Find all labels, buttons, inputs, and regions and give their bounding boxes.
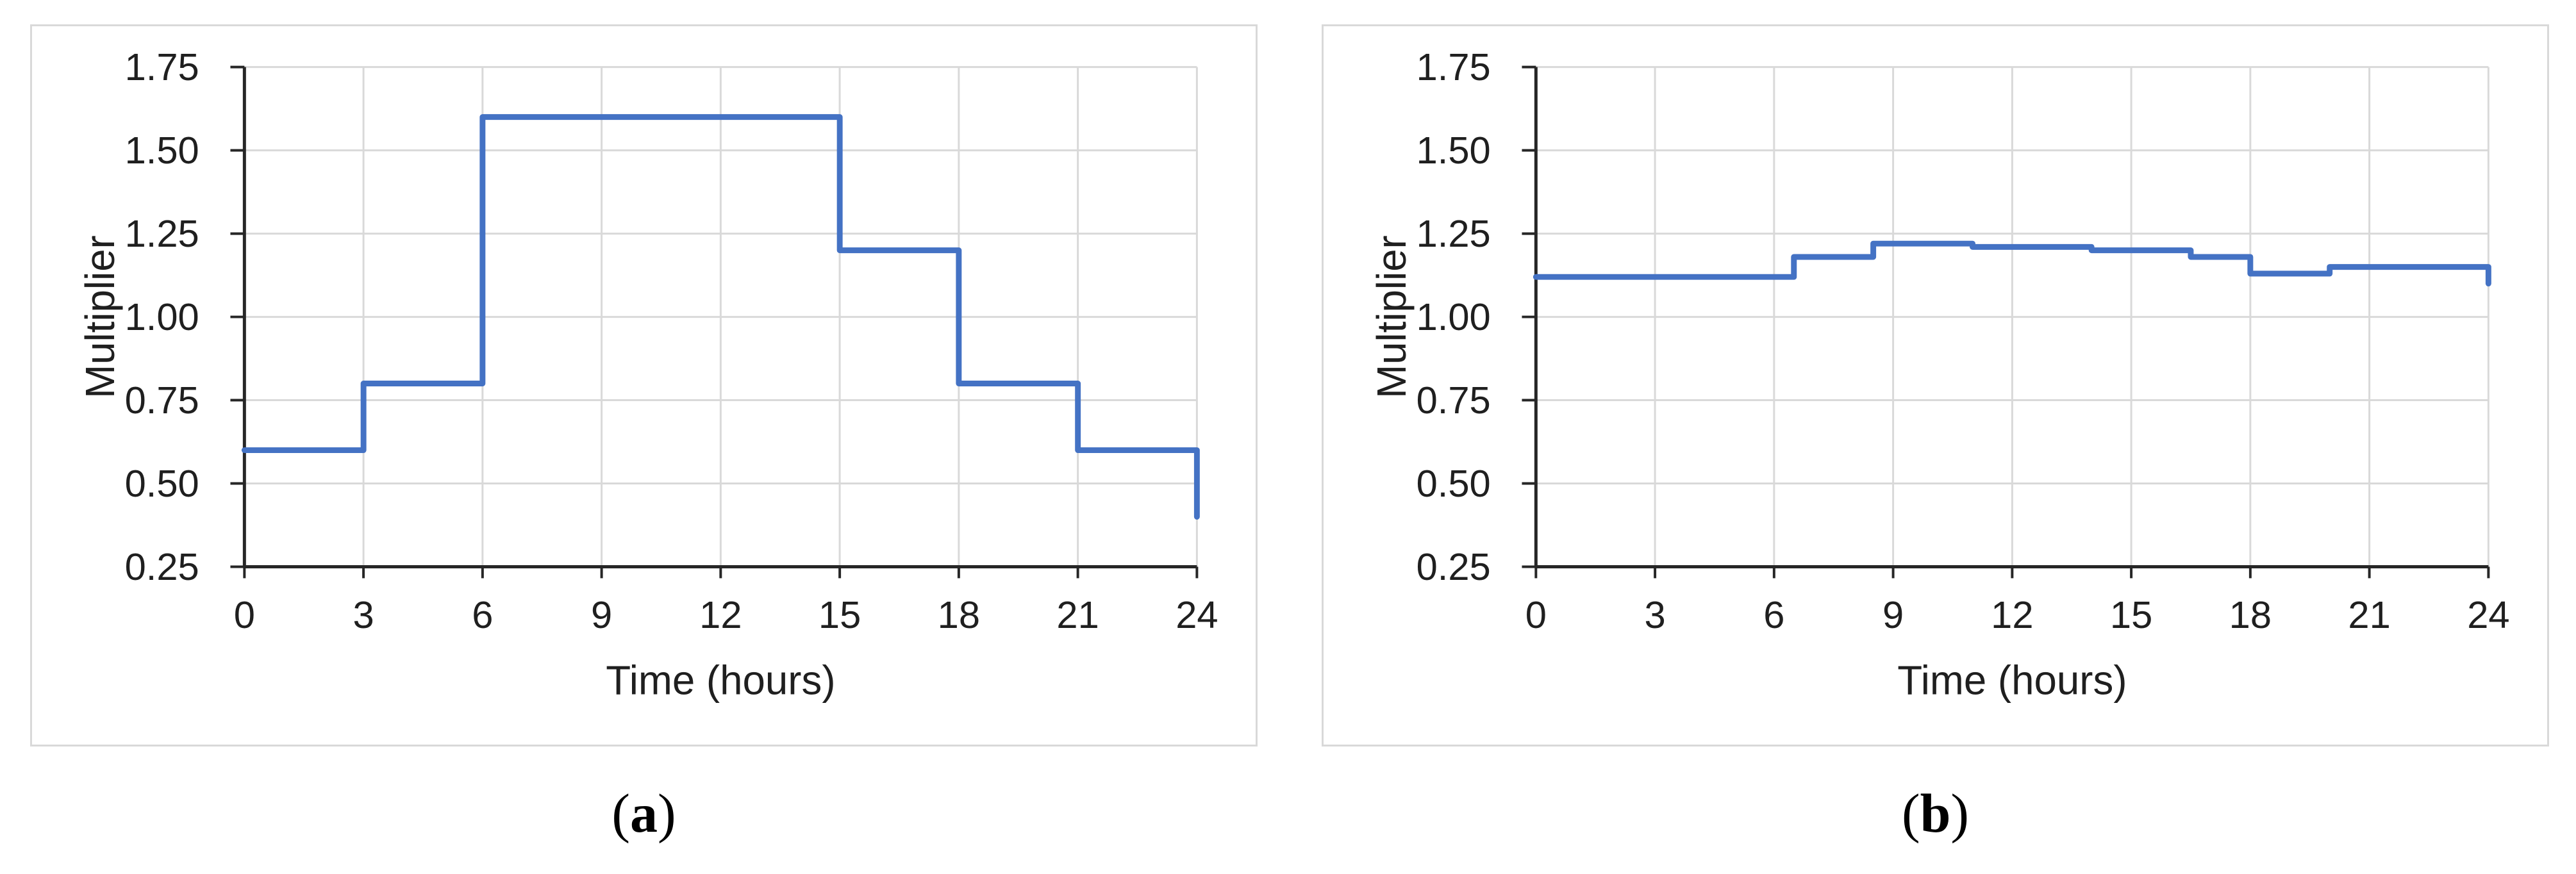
y-tick-label: 1.75 <box>125 45 199 88</box>
chart-b-svg: 0.25 0.50 0.75 1.00 1.25 1.50 1.75 0 3 6 9 12 15 18 21… <box>1369 45 2510 703</box>
x-tick-label: 6 <box>1763 593 1784 636</box>
x-tick-label: 18 <box>2229 593 2272 636</box>
x-tick-label: 9 <box>591 593 612 636</box>
x-tick-label: 0 <box>1525 593 1547 636</box>
y-tick-label: 1.25 <box>125 212 199 255</box>
caption-letter: a <box>630 782 658 844</box>
caption-open-paren: ( <box>1901 782 1920 844</box>
y-tick-label: 0.25 <box>125 545 199 588</box>
y-tick-label: 1.50 <box>1417 129 1491 172</box>
x-tick-label: 15 <box>2110 593 2152 636</box>
x-tick-label: 3 <box>1644 593 1665 636</box>
x-tick-label: 21 <box>1056 593 1099 636</box>
series-line <box>1533 240 2491 287</box>
x-tick-label: 24 <box>2467 593 2509 636</box>
x-tick-label: 9 <box>1882 593 1904 636</box>
caption-close-paren: ) <box>658 782 676 844</box>
x-tick-label: 12 <box>699 593 742 636</box>
y-tick-label: 0.50 <box>1417 462 1491 505</box>
x-tick-label: 15 <box>819 593 861 636</box>
y-tick-label: 0.75 <box>1417 379 1491 422</box>
y-tick-label: 1.25 <box>1417 212 1491 255</box>
x-tick-label: 24 <box>1176 593 1218 636</box>
y-tick-label: 0.75 <box>125 379 199 422</box>
y-tick-label: 1.75 <box>1417 45 1491 88</box>
caption-a: (a) <box>30 783 1258 844</box>
x-tick-label: 0 <box>234 593 255 636</box>
panel-a: 0.25 0.50 0.75 1.00 1.25 1.50 1.75 0 3 6 9 12 15 18 21… <box>30 24 1258 746</box>
caption-letter: b <box>1920 782 1951 844</box>
x-tick-label: 18 <box>938 593 980 636</box>
y-axis-title: Multiplier <box>78 235 123 399</box>
chart-a-svg: 0.25 0.50 0.75 1.00 1.25 1.50 1.75 0 3 6 9 12 15 18 21… <box>78 45 1218 703</box>
y-tick-label: 0.25 <box>1417 545 1491 588</box>
y-tick-label: 1.00 <box>1417 295 1491 338</box>
x-tick-label: 3 <box>353 593 374 636</box>
y-tick-label: 1.50 <box>125 129 199 172</box>
x-axis-title: Time (hours) <box>606 657 835 703</box>
y-tick-label: 0.50 <box>125 462 199 505</box>
x-axis-title: Time (hours) <box>1897 657 2127 703</box>
y-tick-label: 1.00 <box>125 295 199 338</box>
y-axis-title: Multiplier <box>1369 235 1415 399</box>
panel-b: 0.25 0.50 0.75 1.00 1.25 1.50 1.75 0 3 6 9 12 15 18 21… <box>1322 24 2549 746</box>
x-tick-label: 6 <box>472 593 493 636</box>
caption-open-paren: ( <box>611 782 630 844</box>
caption-close-paren: ) <box>1950 782 1970 844</box>
caption-b: (b) <box>1322 783 2549 844</box>
series-line <box>241 114 1200 520</box>
x-tick-label: 12 <box>1991 593 2033 636</box>
x-tick-label: 21 <box>2348 593 2390 636</box>
